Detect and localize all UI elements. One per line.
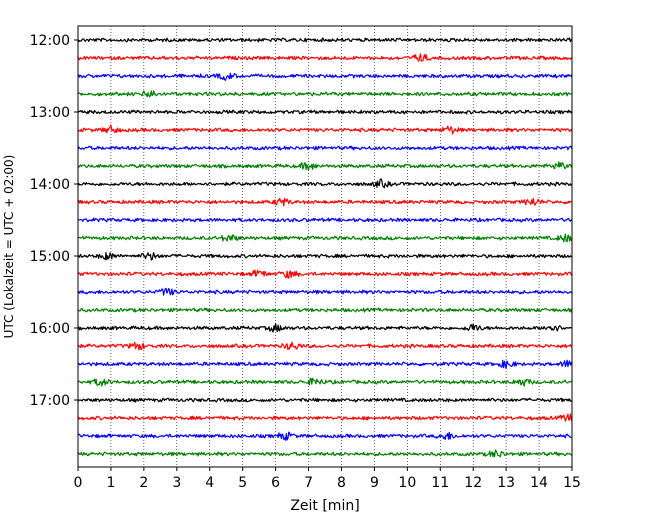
x-tick-label: 9 xyxy=(370,475,379,491)
seismogram-trace xyxy=(77,431,573,441)
seismogram-trace xyxy=(77,217,573,223)
y-tick-label: 17:00 xyxy=(30,393,70,409)
x-tick-label: 3 xyxy=(172,475,181,491)
plot-frame xyxy=(77,25,573,468)
y-tick-label: 15:00 xyxy=(30,249,70,265)
seismogram-trace xyxy=(77,197,573,207)
x-tick-label: 13 xyxy=(497,475,515,491)
y-tick-label: 14:00 xyxy=(30,177,70,193)
seismogram-trace xyxy=(77,252,573,261)
x-tick-label: 0 xyxy=(74,475,83,491)
seismogram-trace xyxy=(77,287,573,296)
x-tick-label: 7 xyxy=(304,475,313,491)
x-tick-label: 4 xyxy=(205,475,214,491)
x-tick-label: 11 xyxy=(431,475,449,491)
seismogram-trace xyxy=(77,269,573,279)
x-tick-label: 15 xyxy=(563,475,581,491)
seismogram-trace xyxy=(77,109,573,115)
y-tick-label: 16:00 xyxy=(30,321,70,337)
seismogram-trace xyxy=(77,322,573,333)
seismogram-trace xyxy=(77,449,573,458)
seismogram-trace xyxy=(77,377,573,387)
seismogram-trace xyxy=(77,233,573,243)
x-tick-label: 14 xyxy=(530,475,548,491)
x-tick-label: 10 xyxy=(398,475,416,491)
x-axis-label: Zeit [min] xyxy=(290,498,359,514)
seismogram-trace xyxy=(77,37,573,43)
y-tick-label: 13:00 xyxy=(30,105,70,121)
x-tick-label: 5 xyxy=(238,475,247,491)
seismogram-trace xyxy=(77,413,573,422)
y-tick-label: 12:00 xyxy=(30,33,70,49)
seismogram-trace xyxy=(77,124,573,135)
x-tick-label: 2 xyxy=(139,475,148,491)
tick-layer: 0 1 2 3 4 5 6 7 8 9 10 11 12 13 14 1512:0013:0014:0015:… xyxy=(30,33,581,491)
x-tick-label: 6 xyxy=(271,475,280,491)
seismogram-trace xyxy=(77,178,572,189)
x-tick-label: 8 xyxy=(337,475,346,491)
seismogram-trace xyxy=(77,161,573,171)
seismogram-trace xyxy=(77,72,573,81)
trace-layer xyxy=(77,37,573,458)
seismogram-trace xyxy=(77,53,573,62)
x-tick-label: 12 xyxy=(464,475,482,491)
x-tick-label: 1 xyxy=(106,475,115,491)
seismogram-trace xyxy=(77,90,573,98)
seismogram-trace xyxy=(77,341,573,351)
y-axis-label: UTC (Lokalzeit = UTC + 02:00) xyxy=(2,155,16,339)
seismogram-trace xyxy=(77,397,573,403)
seismogram-trace xyxy=(77,359,573,370)
seismogram-trace xyxy=(77,307,573,313)
seismogram-trace xyxy=(77,145,573,151)
